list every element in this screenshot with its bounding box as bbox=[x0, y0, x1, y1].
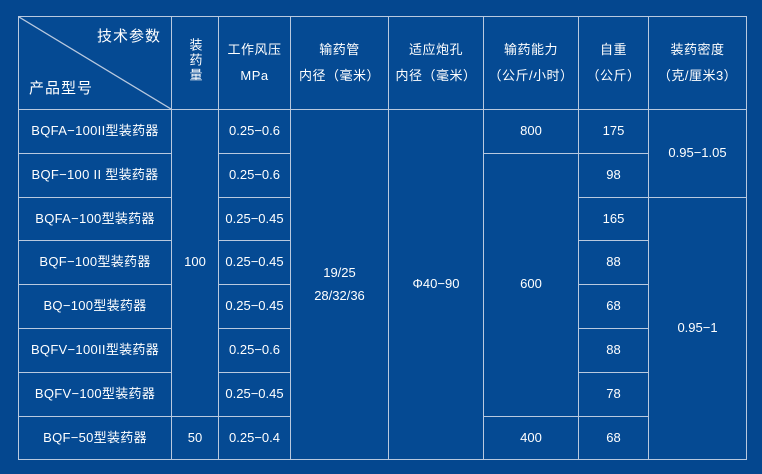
cell-weight: 175 bbox=[578, 109, 649, 154]
cell-charge-amount-50: 50 bbox=[171, 415, 219, 461]
corner-top-label: 技术参数 bbox=[96, 28, 161, 45]
cell-model: BQFA−100II型装药器 bbox=[18, 109, 172, 154]
table-row: BQFV−100型装药器 0.25−0.45 78 bbox=[18, 371, 747, 417]
cell-weight: 68 bbox=[578, 284, 649, 329]
header-working-pressure-line1: 工作风压 bbox=[227, 41, 282, 57]
cell-model: BQF−50型装药器 bbox=[18, 415, 172, 461]
header-tube-diameter-line2: 内径（毫米） bbox=[298, 67, 380, 83]
specification-table: 技术参数 产品型号 装药量 工作风压 MPa 输药管 内径（毫米） 适应炮孔 内… bbox=[18, 16, 747, 461]
table-row: BQF−100 II 型装药器 0.25−0.6 600 98 bbox=[18, 152, 747, 417]
cell-weight: 78 bbox=[578, 371, 649, 417]
header-charge-density: 装药密度 （克/厘米3） bbox=[648, 16, 747, 110]
cell-capacity-600: 600 bbox=[483, 152, 579, 417]
header-self-weight-line2: （公斤） bbox=[586, 67, 641, 83]
cell-weight: 68 bbox=[578, 415, 649, 461]
cell-weight: 88 bbox=[578, 240, 649, 286]
header-borehole-diameter: 适应炮孔 内径（毫米） bbox=[388, 16, 484, 110]
corner-bottom-label: 产品型号 bbox=[29, 80, 94, 98]
header-charging-capacity: 输药能力 （公斤/小时） bbox=[483, 16, 579, 110]
header-tube-diameter-line1: 输药管 bbox=[319, 41, 360, 57]
header-charging-capacity-line1: 输药能力 bbox=[503, 41, 558, 57]
header-borehole-diameter-line2: 内径（毫米） bbox=[395, 67, 477, 83]
cell-weight: 98 bbox=[578, 152, 649, 198]
cell-model: BQFA−100型装药器 bbox=[18, 196, 172, 242]
table-row: BQ−100型装药器 0.25−0.45 68 bbox=[18, 284, 747, 329]
cell-tube-diameter-line2: 28/32/36 bbox=[314, 287, 365, 303]
header-charge-amount-label: 装药量 bbox=[187, 37, 203, 83]
cell-density-bottom: 0.95−1 bbox=[648, 196, 747, 461]
table-row: BQFA−100型装药器 0.25−0.45 165 0.95−1 bbox=[18, 196, 747, 461]
table-row: BQFV−100II型装药器 0.25−0.6 88 bbox=[18, 327, 747, 373]
cell-model: BQFV−100型装药器 bbox=[18, 371, 172, 417]
header-self-weight-line1: 自重 bbox=[599, 41, 627, 57]
cell-weight: 88 bbox=[578, 327, 649, 373]
cell-model: BQ−100型装药器 bbox=[18, 284, 172, 329]
header-working-pressure-line2: MPa bbox=[240, 67, 269, 83]
cell-pressure: 0.25−0.6 bbox=[218, 109, 291, 154]
cell-model: BQFV−100II型装药器 bbox=[18, 327, 172, 373]
cell-tube-diameter: 19/25 28/32/36 bbox=[290, 108, 389, 461]
cell-weight: 165 bbox=[578, 196, 649, 242]
cell-pressure: 0.25−0.6 bbox=[218, 327, 291, 373]
cell-pressure: 0.25−0.4 bbox=[218, 415, 291, 461]
table-header-row: 技术参数 产品型号 装药量 工作风压 MPa 输药管 内径（毫米） 适应炮孔 内… bbox=[18, 16, 747, 110]
cell-pressure: 0.25−0.6 bbox=[218, 152, 291, 198]
cell-charge-amount-100: 100 bbox=[171, 109, 219, 417]
corner-header-cell: 技术参数 产品型号 bbox=[18, 16, 172, 110]
header-charge-amount: 装药量 bbox=[171, 16, 219, 110]
cell-pressure: 0.25−0.45 bbox=[218, 371, 291, 417]
header-charging-capacity-line2: （公斤/小时） bbox=[488, 67, 574, 83]
cell-capacity-800: 800 bbox=[483, 109, 579, 154]
cell-model: BQF−100型装药器 bbox=[18, 240, 172, 286]
diagonal-divider-icon bbox=[19, 17, 171, 109]
table-row: BQF−50型装药器 50 0.25−0.4 400 68 bbox=[18, 415, 747, 461]
header-borehole-diameter-line1: 适应炮孔 bbox=[408, 41, 463, 57]
header-charge-density-line1: 装药密度 bbox=[670, 41, 725, 57]
cell-pressure: 0.25−0.45 bbox=[218, 240, 291, 286]
cell-density-top: 0.95−1.05 bbox=[648, 109, 747, 198]
header-tube-diameter: 输药管 内径（毫米） bbox=[290, 16, 389, 110]
cell-pressure: 0.25−0.45 bbox=[218, 284, 291, 329]
table-row: BQFA−100II型装药器 100 0.25−0.6 19/25 28/32/… bbox=[18, 108, 747, 461]
cell-model: BQF−100 II 型装药器 bbox=[18, 152, 172, 198]
header-working-pressure: 工作风压 MPa bbox=[218, 16, 291, 110]
cell-tube-diameter-line1: 19/25 bbox=[323, 264, 356, 280]
header-charge-density-line2: （克/厘米3） bbox=[657, 67, 738, 83]
cell-borehole-diameter: Φ40−90 bbox=[388, 108, 484, 461]
header-self-weight: 自重 （公斤） bbox=[578, 16, 649, 110]
cell-capacity-400: 400 bbox=[483, 415, 579, 461]
cell-pressure: 0.25−0.45 bbox=[218, 196, 291, 242]
